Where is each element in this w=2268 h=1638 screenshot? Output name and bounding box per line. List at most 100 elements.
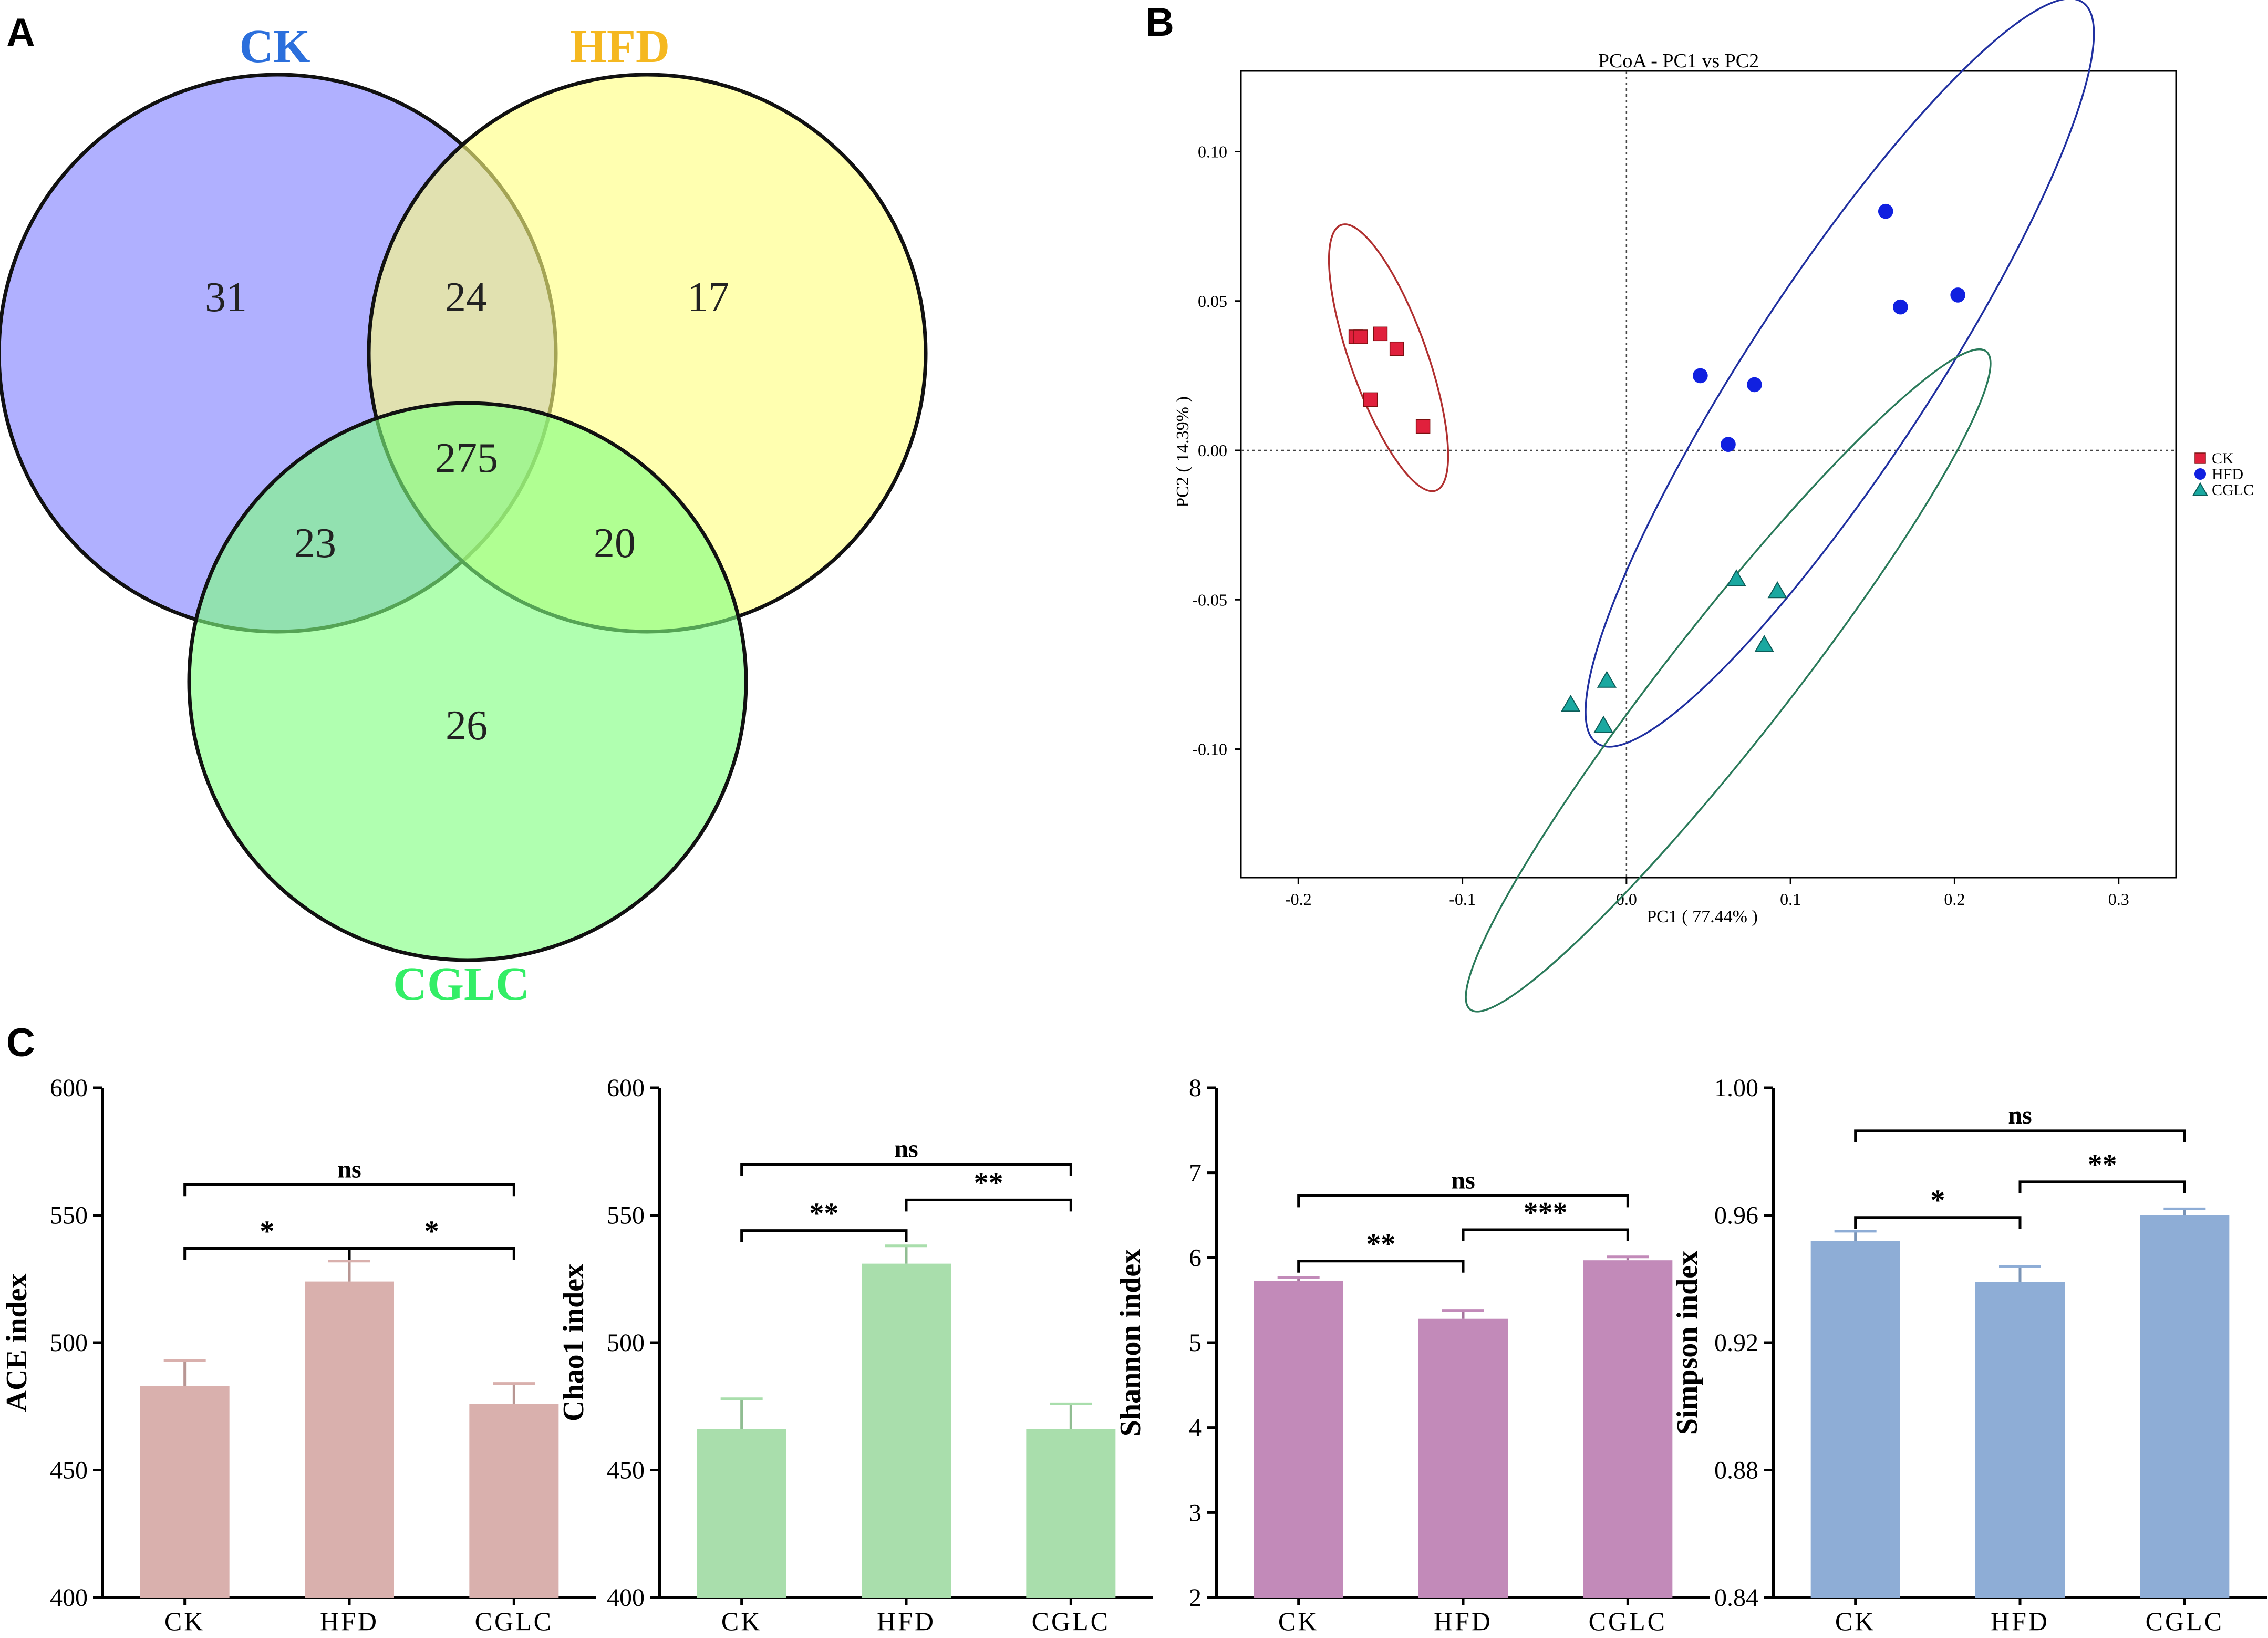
significance-label: *** [1524, 1197, 1568, 1229]
y-axis-title: Simpson index [1671, 1251, 1704, 1435]
significance-label: ** [1366, 1228, 1395, 1261]
pcoa-x-tick-label: 0.3 [2108, 890, 2129, 909]
x-tick-label: HFD [320, 1606, 379, 1636]
pcoa-point-cglc [1754, 635, 1774, 652]
y-tick-label: 0.96 [1714, 1202, 1758, 1230]
pcoa-x-tick-label: -0.2 [1285, 890, 1312, 909]
x-tick-label: CK [721, 1606, 762, 1636]
y-tick-label: 450 [50, 1457, 88, 1485]
pcoa-legend: CK HFD CGLC [2192, 450, 2254, 499]
legend-label-cglc: CGLC [2212, 481, 2254, 499]
y-axis-title: ACE index [1, 1274, 33, 1412]
pcoa-x-axis: -0.2 -0.1 0.0 0.1 0.2 0.3 [1285, 890, 2129, 909]
significance-bracket [348, 1247, 515, 1260]
pcoa-ellipse-cglc [1465, 348, 1992, 1013]
panel-label-a: A [6, 11, 35, 55]
pcoa-y-tick-label: -0.05 [1192, 590, 1227, 609]
legend-marker-cglc [2192, 482, 2208, 496]
pcoa-x-tick-label: -0.1 [1449, 890, 1476, 909]
pcoa-x-tick-label: 0.1 [1780, 890, 1801, 909]
x-tick-label: CGLC [1589, 1606, 1667, 1636]
panel-label-b: B [1145, 0, 1174, 45]
venn-count-hfd-only: 17 [687, 274, 729, 321]
significance-label: ** [2088, 1149, 2117, 1181]
x-tick-label: CK [1278, 1606, 1319, 1636]
bar-hfd [305, 1281, 394, 1598]
pcoa-y-tick-label: -0.10 [1192, 740, 1227, 759]
significance-label: ns [2008, 1101, 2032, 1129]
bar-chart-ace: 400 450 500 550 600 CK HFD CGLC ns * * ACE index [1, 1074, 596, 1636]
venn-count-ck-only: 31 [205, 274, 247, 321]
pcoa-point-hfd [1747, 377, 1762, 393]
venn-count-ck-cglc: 23 [294, 520, 336, 566]
x-tick-label: CK [1835, 1606, 1876, 1636]
pcoa-y-axis: 0.10 0.05 0.00 -0.05 -0.10 [1192, 142, 1227, 759]
x-tick-label: HFD [1991, 1606, 2049, 1636]
pcoa-point-cglc [1593, 715, 1613, 733]
significance-label: ** [809, 1198, 838, 1230]
pcoa-plot: PCoA - PC1 vs PC2 PC1 ( 77.44% ) PC2 ( 1… [1173, 0, 2254, 1013]
pcoa-x-tick-label: 0.2 [1944, 890, 1965, 909]
significance-bracket [183, 1183, 515, 1197]
y-tick-label: 3 [1189, 1499, 1202, 1527]
significance-label: ns [894, 1135, 918, 1163]
venn-count-cglc-only: 26 [446, 703, 488, 749]
venn-diagram: CK HFD CGLC 31 24 17 275 23 20 26 [0, 20, 928, 1010]
pcoa-title: PCoA - PC1 vs PC2 [1598, 50, 1759, 72]
pcoa-ellipse-ck [1328, 223, 1449, 492]
y-tick-label: 0.88 [1714, 1457, 1758, 1485]
pcoa-point-ck [1389, 341, 1404, 356]
bar-ck [140, 1386, 230, 1598]
x-tick-label: CGLC [475, 1606, 553, 1636]
significance-bracket [905, 1198, 1072, 1212]
pcoa-point-ck [1363, 392, 1378, 407]
y-tick-label: 500 [50, 1329, 88, 1357]
significance-label: ns [1451, 1166, 1475, 1194]
venn-title-hfd: HFD [570, 20, 670, 73]
pcoa-point-cglc [1597, 671, 1617, 688]
venn-count-all: 275 [435, 435, 498, 481]
significance-bracket [1297, 1260, 1465, 1273]
y-tick-label: 450 [607, 1457, 645, 1485]
pcoa-point-hfd [1721, 437, 1736, 452]
y-axis-title: Shannon index [1114, 1249, 1147, 1436]
significance-label: * [1930, 1184, 1945, 1217]
pcoa-y-tick-label: 0.10 [1198, 142, 1227, 161]
y-tick-label: 500 [607, 1329, 645, 1357]
significance-label: * [424, 1215, 439, 1248]
pcoa-point-ck [1353, 329, 1368, 344]
panel-label-c: C [6, 1021, 35, 1065]
pcoa-point-cglc [1726, 569, 1746, 586]
y-tick-label: 400 [50, 1584, 88, 1612]
y-tick-label: 2 [1189, 1584, 1202, 1612]
legend-label-hfd: HFD [2212, 466, 2243, 483]
significance-bracket [2018, 1180, 2186, 1193]
y-tick-label: 1.00 [1714, 1074, 1758, 1102]
y-tick-label: 0.92 [1714, 1329, 1758, 1357]
significance-bracket [1297, 1194, 1629, 1208]
pcoa-point-cglc [1561, 695, 1581, 712]
significance-bracket [1854, 1216, 2022, 1229]
y-tick-label: 600 [607, 1074, 645, 1102]
x-tick-label: CGLC [2146, 1606, 2224, 1636]
significance-bracket [740, 1163, 1072, 1176]
venn-circle-cglc [187, 401, 748, 962]
bar-cglc [1026, 1429, 1116, 1598]
x-tick-label: HFD [877, 1606, 936, 1636]
venn-title-cglc: CGLC [393, 958, 530, 1010]
bar-ck [697, 1429, 786, 1598]
legend-marker-hfd [2194, 468, 2206, 480]
bar-chart-chao1: 400 450 500 550 600 CK HFD CGLC ns ** ** Chao1 inde… [557, 1074, 1153, 1636]
significance-bracket [740, 1229, 908, 1242]
venn-count-ck-hfd: 24 [445, 274, 487, 321]
y-tick-label: 600 [50, 1074, 88, 1102]
bar-cglc [2140, 1215, 2230, 1598]
pcoa-point-hfd [1878, 203, 1893, 219]
pcoa-point-hfd [1893, 299, 1908, 315]
y-tick-label: 4 [1189, 1414, 1202, 1442]
bar-hfd [862, 1263, 951, 1598]
y-tick-label: 550 [607, 1202, 645, 1230]
